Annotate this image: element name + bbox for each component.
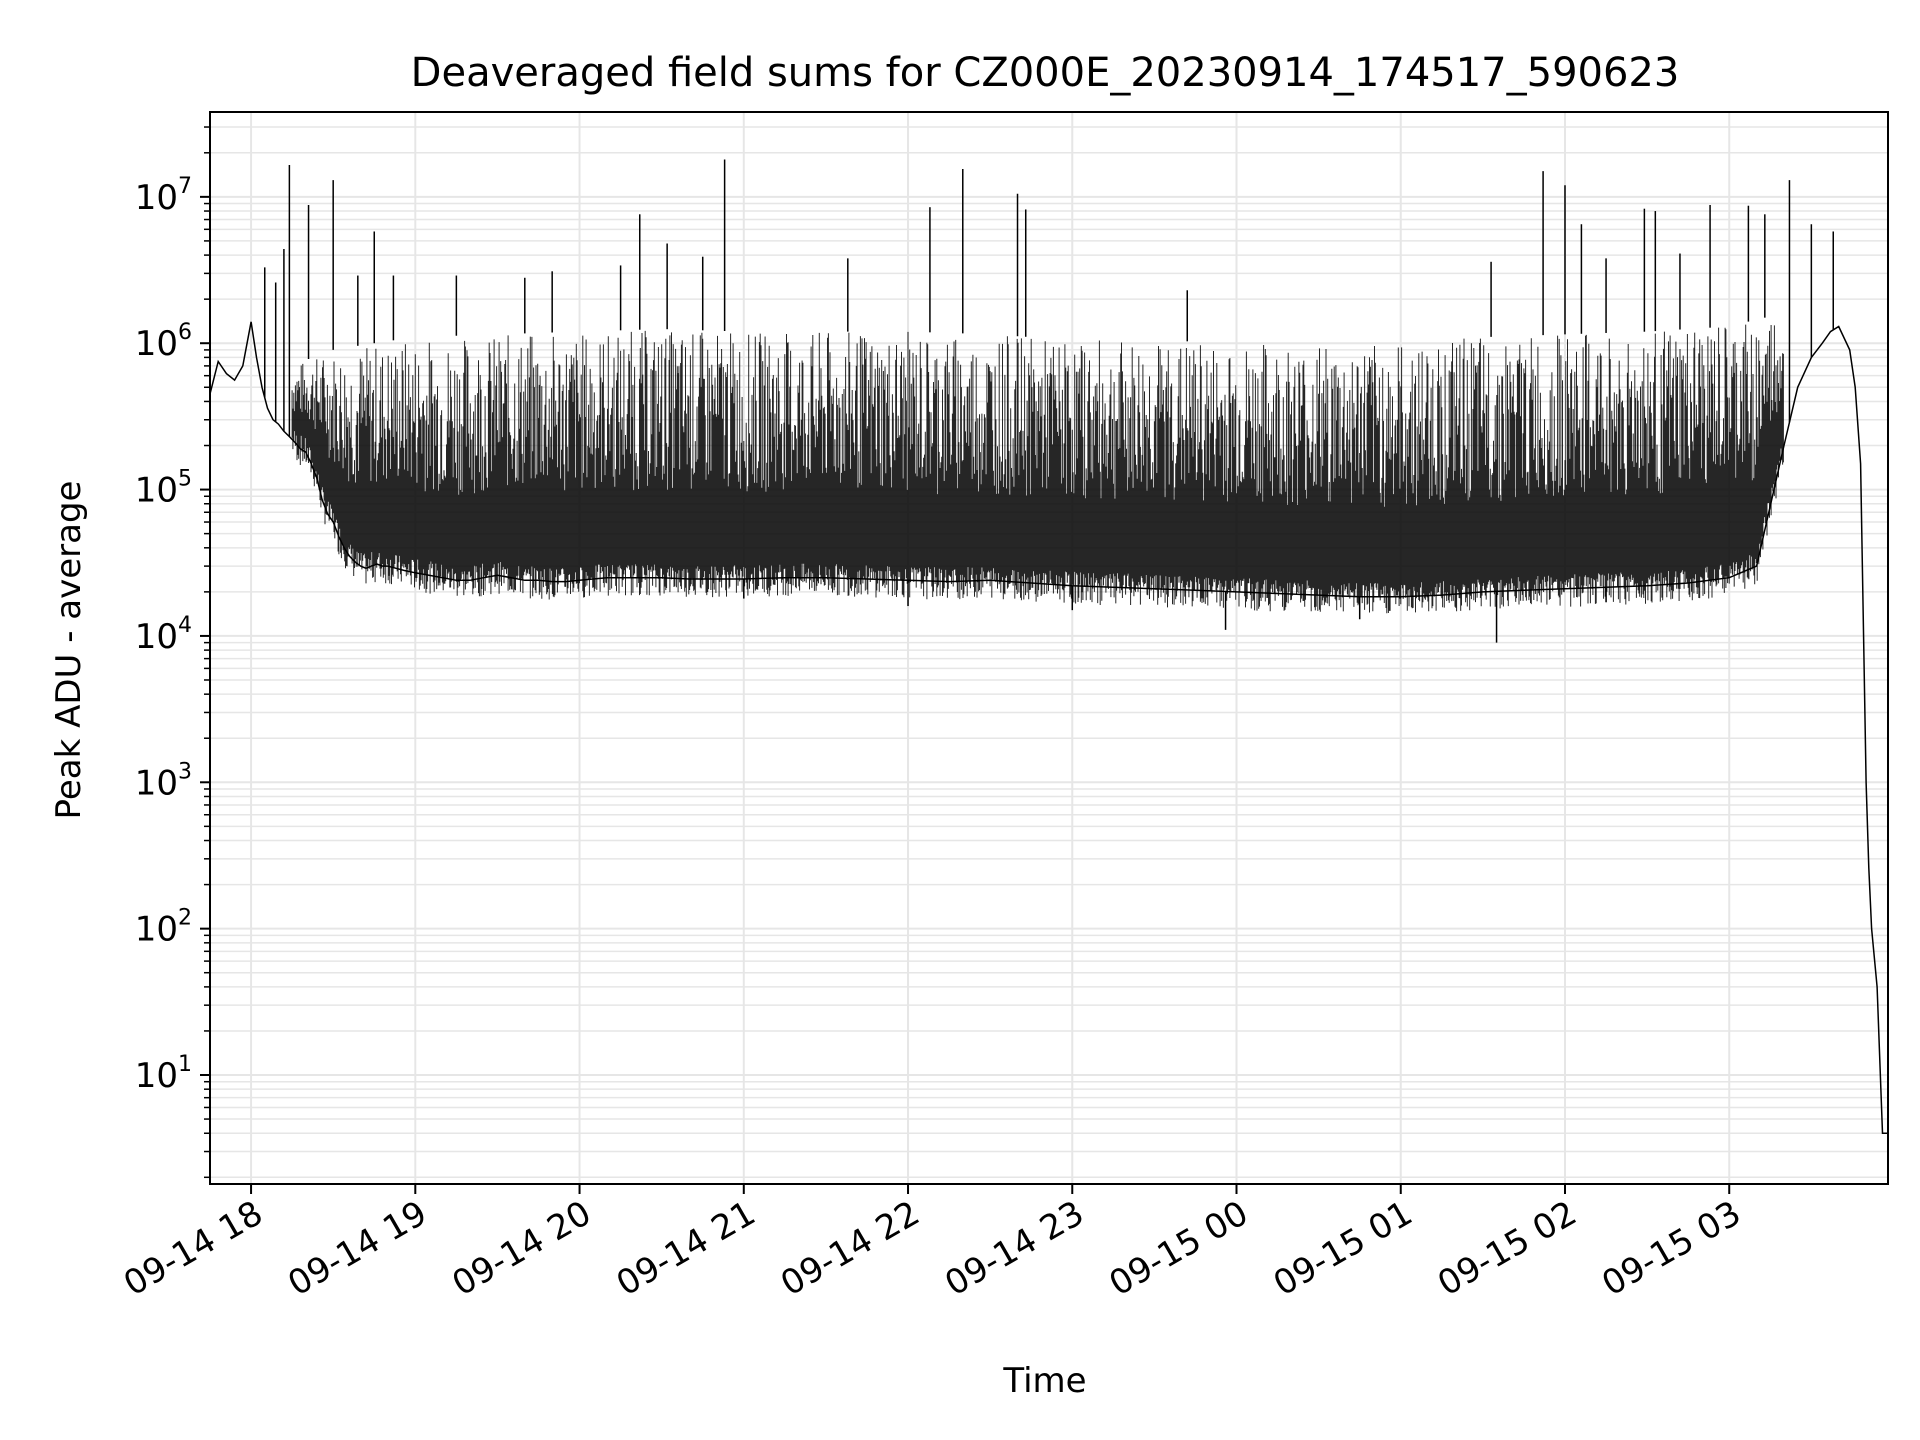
plot-data: [209, 159, 1888, 1134]
y-axis-label: Peak ADU - average: [49, 481, 89, 820]
series-oscillation: [291, 324, 1784, 614]
x-tick-label: 09-14 20: [446, 1193, 598, 1304]
plot-grid: [210, 112, 1888, 1184]
x-axis: 09-14 18 09-14 19 09-14 20 09-14 21 09-14 22…: [117, 1184, 1748, 1304]
chart-title: Deaveraged field sums for CZ000E_2023091…: [411, 50, 1680, 96]
y-tick-label: 102: [135, 906, 192, 950]
x-axis-label: Time: [1002, 1361, 1086, 1401]
x-tick-label: 09-14 21: [610, 1193, 762, 1304]
y-tick-label: 103: [135, 759, 192, 803]
x-tick-label: 09-15 02: [1431, 1193, 1583, 1304]
y-tick-label: 101: [135, 1052, 192, 1096]
y-tick-label: 104: [135, 613, 192, 657]
y-tick-label: 106: [135, 320, 192, 364]
y-tick-label: 105: [135, 467, 192, 511]
x-tick-label: 09-14 23: [938, 1193, 1090, 1304]
y-axis: 101 102 103 104 105 106 107: [135, 126, 210, 1179]
y-tick-label: 107: [135, 174, 192, 218]
x-tick-label: 09-14 19: [281, 1193, 433, 1304]
series-line: [209, 321, 1888, 1134]
x-tick-label: 09-15 03: [1595, 1193, 1747, 1304]
x-tick-label: 09-14 22: [774, 1193, 926, 1304]
axes-frame: [209, 111, 1889, 1185]
x-tick-label: 09-15 00: [1103, 1193, 1255, 1304]
x-tick-label: 09-15 01: [1267, 1193, 1419, 1304]
x-tick-label: 09-14 18: [117, 1193, 269, 1304]
